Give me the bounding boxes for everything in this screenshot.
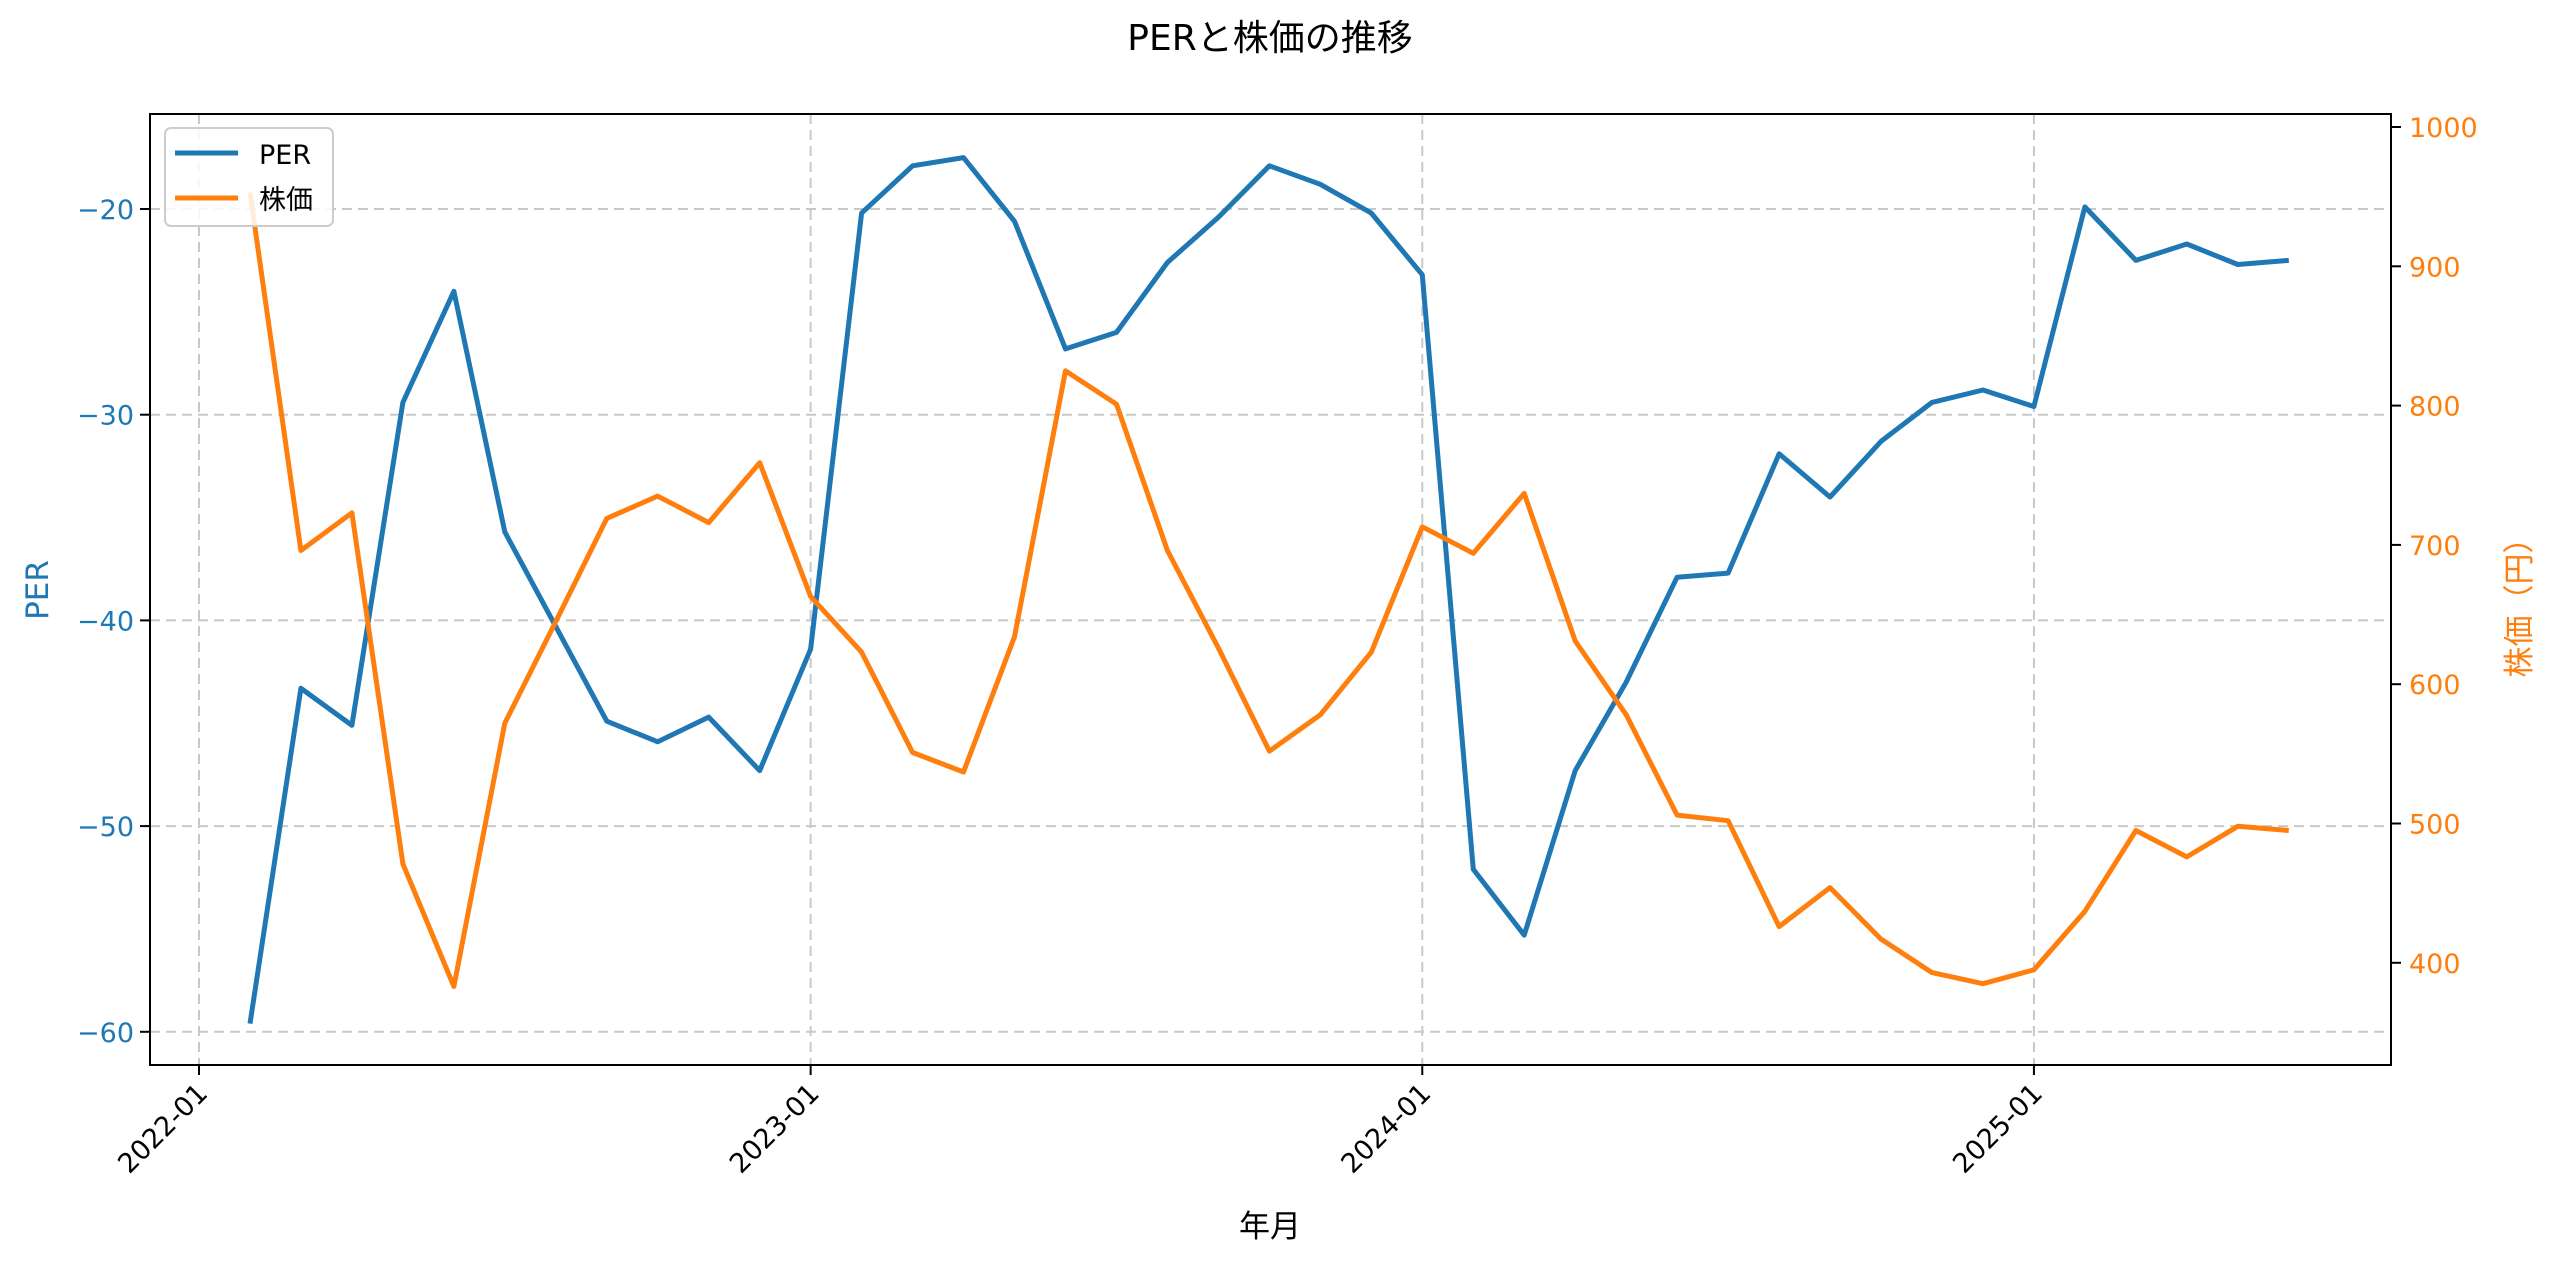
- price-line: [247, 192, 2290, 989]
- y2-tick-label: 1000: [2409, 113, 2478, 144]
- x-tick-label: 2022-01: [112, 1078, 214, 1180]
- y-tick-label: −60: [77, 1018, 134, 1049]
- per-line: [247, 155, 2290, 1024]
- legend-per-label: PER: [259, 140, 311, 171]
- y-tick-label: −30: [77, 401, 134, 432]
- y2-tick-label: 800: [2409, 392, 2461, 423]
- data-lines: [247, 155, 2290, 1024]
- right-y-axis: 1000 900 800 700 600 500 400: [2391, 113, 2478, 980]
- x-axis: 2022-01 2023-01 2024-01 2025-01: [112, 1065, 2049, 1180]
- x-tick-label: 2025-01: [1947, 1078, 2049, 1180]
- y2-tick-label: 700: [2409, 531, 2461, 562]
- left-y-axis: −20 −30 −40 −50 −60: [77, 195, 150, 1049]
- y-tick-label: −40: [77, 606, 134, 637]
- x-tick-label: 2024-01: [1336, 1078, 1438, 1180]
- plot-frame: [149, 113, 2392, 1066]
- legend: PER 株価: [164, 127, 334, 227]
- y2-tick-label: 600: [2409, 670, 2461, 701]
- y2-tick-label: 900: [2409, 252, 2461, 283]
- y-tick-label: −20: [77, 195, 134, 226]
- right-y-axis-label: 株価（円）: [2502, 523, 2538, 678]
- y-tick-label: −50: [77, 812, 134, 843]
- x-axis-label: 年月: [1239, 1209, 1301, 1245]
- y2-tick-label: 500: [2409, 810, 2461, 841]
- left-y-axis-label: PER: [20, 560, 56, 620]
- grid: [150, 114, 2391, 1065]
- y2-tick-label: 400: [2409, 949, 2461, 980]
- x-tick-label: 2023-01: [724, 1078, 826, 1180]
- chart-title: PERと株価の推移: [1127, 18, 1412, 59]
- legend-price-label: 株価: [259, 185, 313, 216]
